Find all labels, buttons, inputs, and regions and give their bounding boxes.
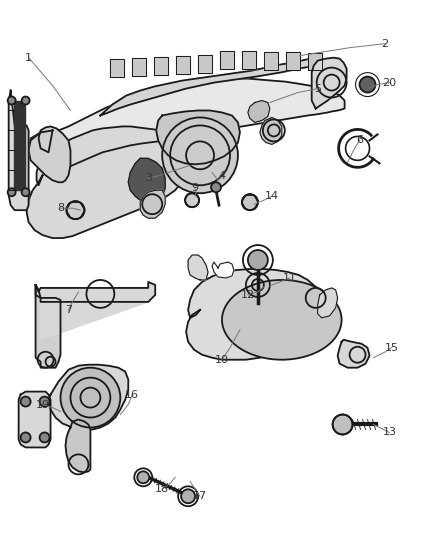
Polygon shape: [260, 117, 282, 144]
Text: 5: 5: [314, 84, 321, 94]
Circle shape: [162, 117, 238, 193]
Circle shape: [21, 397, 31, 407]
Circle shape: [211, 182, 221, 192]
Circle shape: [242, 194, 258, 210]
Polygon shape: [156, 110, 240, 164]
Text: 13: 13: [382, 427, 396, 438]
Polygon shape: [264, 52, 278, 70]
Text: 4: 4: [219, 171, 226, 181]
Text: 3: 3: [145, 173, 152, 183]
Polygon shape: [100, 58, 318, 116]
Polygon shape: [248, 101, 270, 123]
Polygon shape: [66, 419, 90, 472]
Polygon shape: [9, 91, 28, 210]
Polygon shape: [132, 58, 146, 76]
Polygon shape: [28, 126, 71, 182]
Circle shape: [21, 96, 30, 104]
Polygon shape: [35, 285, 60, 368]
Polygon shape: [220, 51, 234, 69]
Polygon shape: [154, 57, 168, 75]
Polygon shape: [140, 190, 165, 218]
Polygon shape: [186, 269, 326, 360]
Text: 8: 8: [57, 203, 64, 213]
Polygon shape: [19, 392, 50, 447]
Polygon shape: [308, 53, 321, 70]
Circle shape: [8, 188, 16, 196]
Circle shape: [248, 250, 268, 270]
Polygon shape: [286, 52, 300, 70]
Polygon shape: [176, 56, 190, 74]
Text: 18: 18: [155, 484, 169, 494]
Circle shape: [181, 489, 195, 503]
Polygon shape: [212, 262, 234, 278]
Text: 17: 17: [193, 491, 207, 501]
Text: 14: 14: [265, 191, 279, 201]
Circle shape: [8, 96, 16, 104]
Text: 16: 16: [125, 390, 139, 400]
Text: 7: 7: [65, 305, 72, 315]
Polygon shape: [198, 55, 212, 74]
Text: 11: 11: [283, 273, 297, 283]
Polygon shape: [35, 282, 155, 302]
Polygon shape: [188, 255, 208, 280]
Polygon shape: [14, 101, 25, 190]
Polygon shape: [338, 340, 370, 368]
Polygon shape: [318, 288, 338, 318]
Circle shape: [60, 368, 120, 427]
Circle shape: [67, 201, 85, 219]
Text: 12: 12: [241, 290, 255, 300]
Polygon shape: [242, 51, 256, 69]
Polygon shape: [27, 126, 190, 238]
Circle shape: [21, 188, 30, 196]
Circle shape: [332, 415, 353, 434]
Polygon shape: [49, 365, 128, 430]
Text: 15: 15: [385, 343, 399, 353]
Circle shape: [360, 77, 375, 93]
Text: 1: 1: [25, 53, 32, 63]
Text: 2: 2: [381, 39, 388, 49]
Ellipse shape: [222, 280, 342, 360]
Circle shape: [39, 397, 49, 407]
Polygon shape: [128, 158, 165, 202]
Polygon shape: [28, 78, 345, 172]
Circle shape: [137, 471, 149, 483]
Text: 20: 20: [382, 78, 396, 87]
Text: 9: 9: [191, 183, 199, 193]
Text: 19: 19: [35, 400, 49, 409]
Polygon shape: [312, 58, 346, 109]
Text: 6: 6: [356, 135, 363, 146]
Polygon shape: [110, 59, 124, 77]
Text: 10: 10: [215, 354, 229, 365]
Circle shape: [185, 193, 199, 207]
Circle shape: [21, 432, 31, 442]
Circle shape: [39, 432, 49, 442]
Polygon shape: [41, 292, 148, 340]
